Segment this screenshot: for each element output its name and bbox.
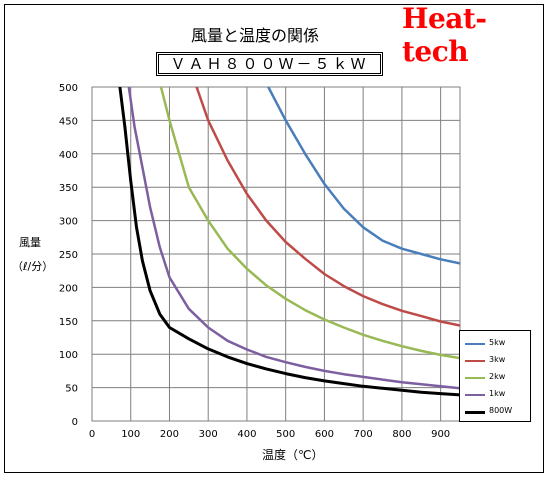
legend: 5kw 3kw 2kw 1kw 800W bbox=[459, 330, 531, 422]
series-line-5kw bbox=[267, 87, 460, 265]
brand-logo-text: Heat-tech bbox=[402, 2, 487, 68]
y-tick-label: 350 bbox=[59, 183, 78, 194]
legend-item-5kw: 5kw bbox=[465, 337, 531, 351]
y-tick-label: 400 bbox=[59, 150, 78, 161]
model-label: ＶＡＨ８００Ｗ－５ｋＷ bbox=[156, 52, 383, 76]
y-tick-label: 100 bbox=[59, 350, 78, 361]
x-tick-label: 300 bbox=[199, 429, 218, 440]
x-tick-label: 400 bbox=[237, 429, 256, 440]
x-tick-label: 100 bbox=[121, 429, 140, 440]
chart-title: 風量と温度の関係 bbox=[190, 26, 319, 45]
plot-border bbox=[91, 86, 461, 422]
y-axis-unit: （ℓ/分） bbox=[12, 260, 54, 273]
x-tick-label: 600 bbox=[315, 429, 334, 440]
x-axis-label: 温度（℃） bbox=[262, 448, 324, 462]
legend-item-2kw: 2kw bbox=[465, 371, 531, 385]
y-tick-label: 150 bbox=[59, 317, 78, 328]
legend-label: 800W bbox=[489, 406, 513, 415]
y-tick-label: 450 bbox=[59, 116, 78, 127]
x-tick-label: 200 bbox=[160, 429, 179, 440]
y-tick-label: 50 bbox=[65, 384, 78, 395]
legend-label: 5kw bbox=[489, 338, 506, 347]
y-tick-label: 300 bbox=[59, 217, 78, 228]
legend-label: 1kw bbox=[489, 389, 506, 398]
y-axis-label: 風量 bbox=[19, 236, 41, 249]
legend-swatch bbox=[465, 343, 485, 345]
legend-swatch bbox=[465, 411, 485, 414]
x-tick-label: 700 bbox=[354, 429, 373, 440]
legend-swatch bbox=[465, 394, 485, 396]
legend-item-3kw: 3kw bbox=[465, 354, 531, 368]
y-tick-label: 250 bbox=[59, 250, 78, 261]
x-tick-label: 900 bbox=[431, 429, 450, 440]
legend-label: 2kw bbox=[489, 372, 506, 381]
y-tick-label: 500 bbox=[59, 83, 78, 94]
series-line-2kw bbox=[159, 87, 460, 360]
legend-swatch bbox=[465, 360, 485, 362]
series-line-1kw bbox=[127, 87, 460, 390]
y-tick-label: 0 bbox=[72, 417, 78, 428]
series-line-3kw bbox=[195, 87, 460, 327]
legend-item-800w: 800W bbox=[465, 405, 531, 419]
legend-item-1kw: 1kw bbox=[465, 388, 531, 402]
x-tick-label: 800 bbox=[392, 429, 411, 440]
series-line-800w bbox=[118, 87, 460, 397]
x-tick-label: 500 bbox=[276, 429, 295, 440]
x-tick-label: 0 bbox=[89, 429, 95, 440]
y-tick-label: 200 bbox=[59, 283, 78, 294]
legend-swatch bbox=[465, 377, 485, 379]
legend-label: 3kw bbox=[489, 355, 506, 364]
